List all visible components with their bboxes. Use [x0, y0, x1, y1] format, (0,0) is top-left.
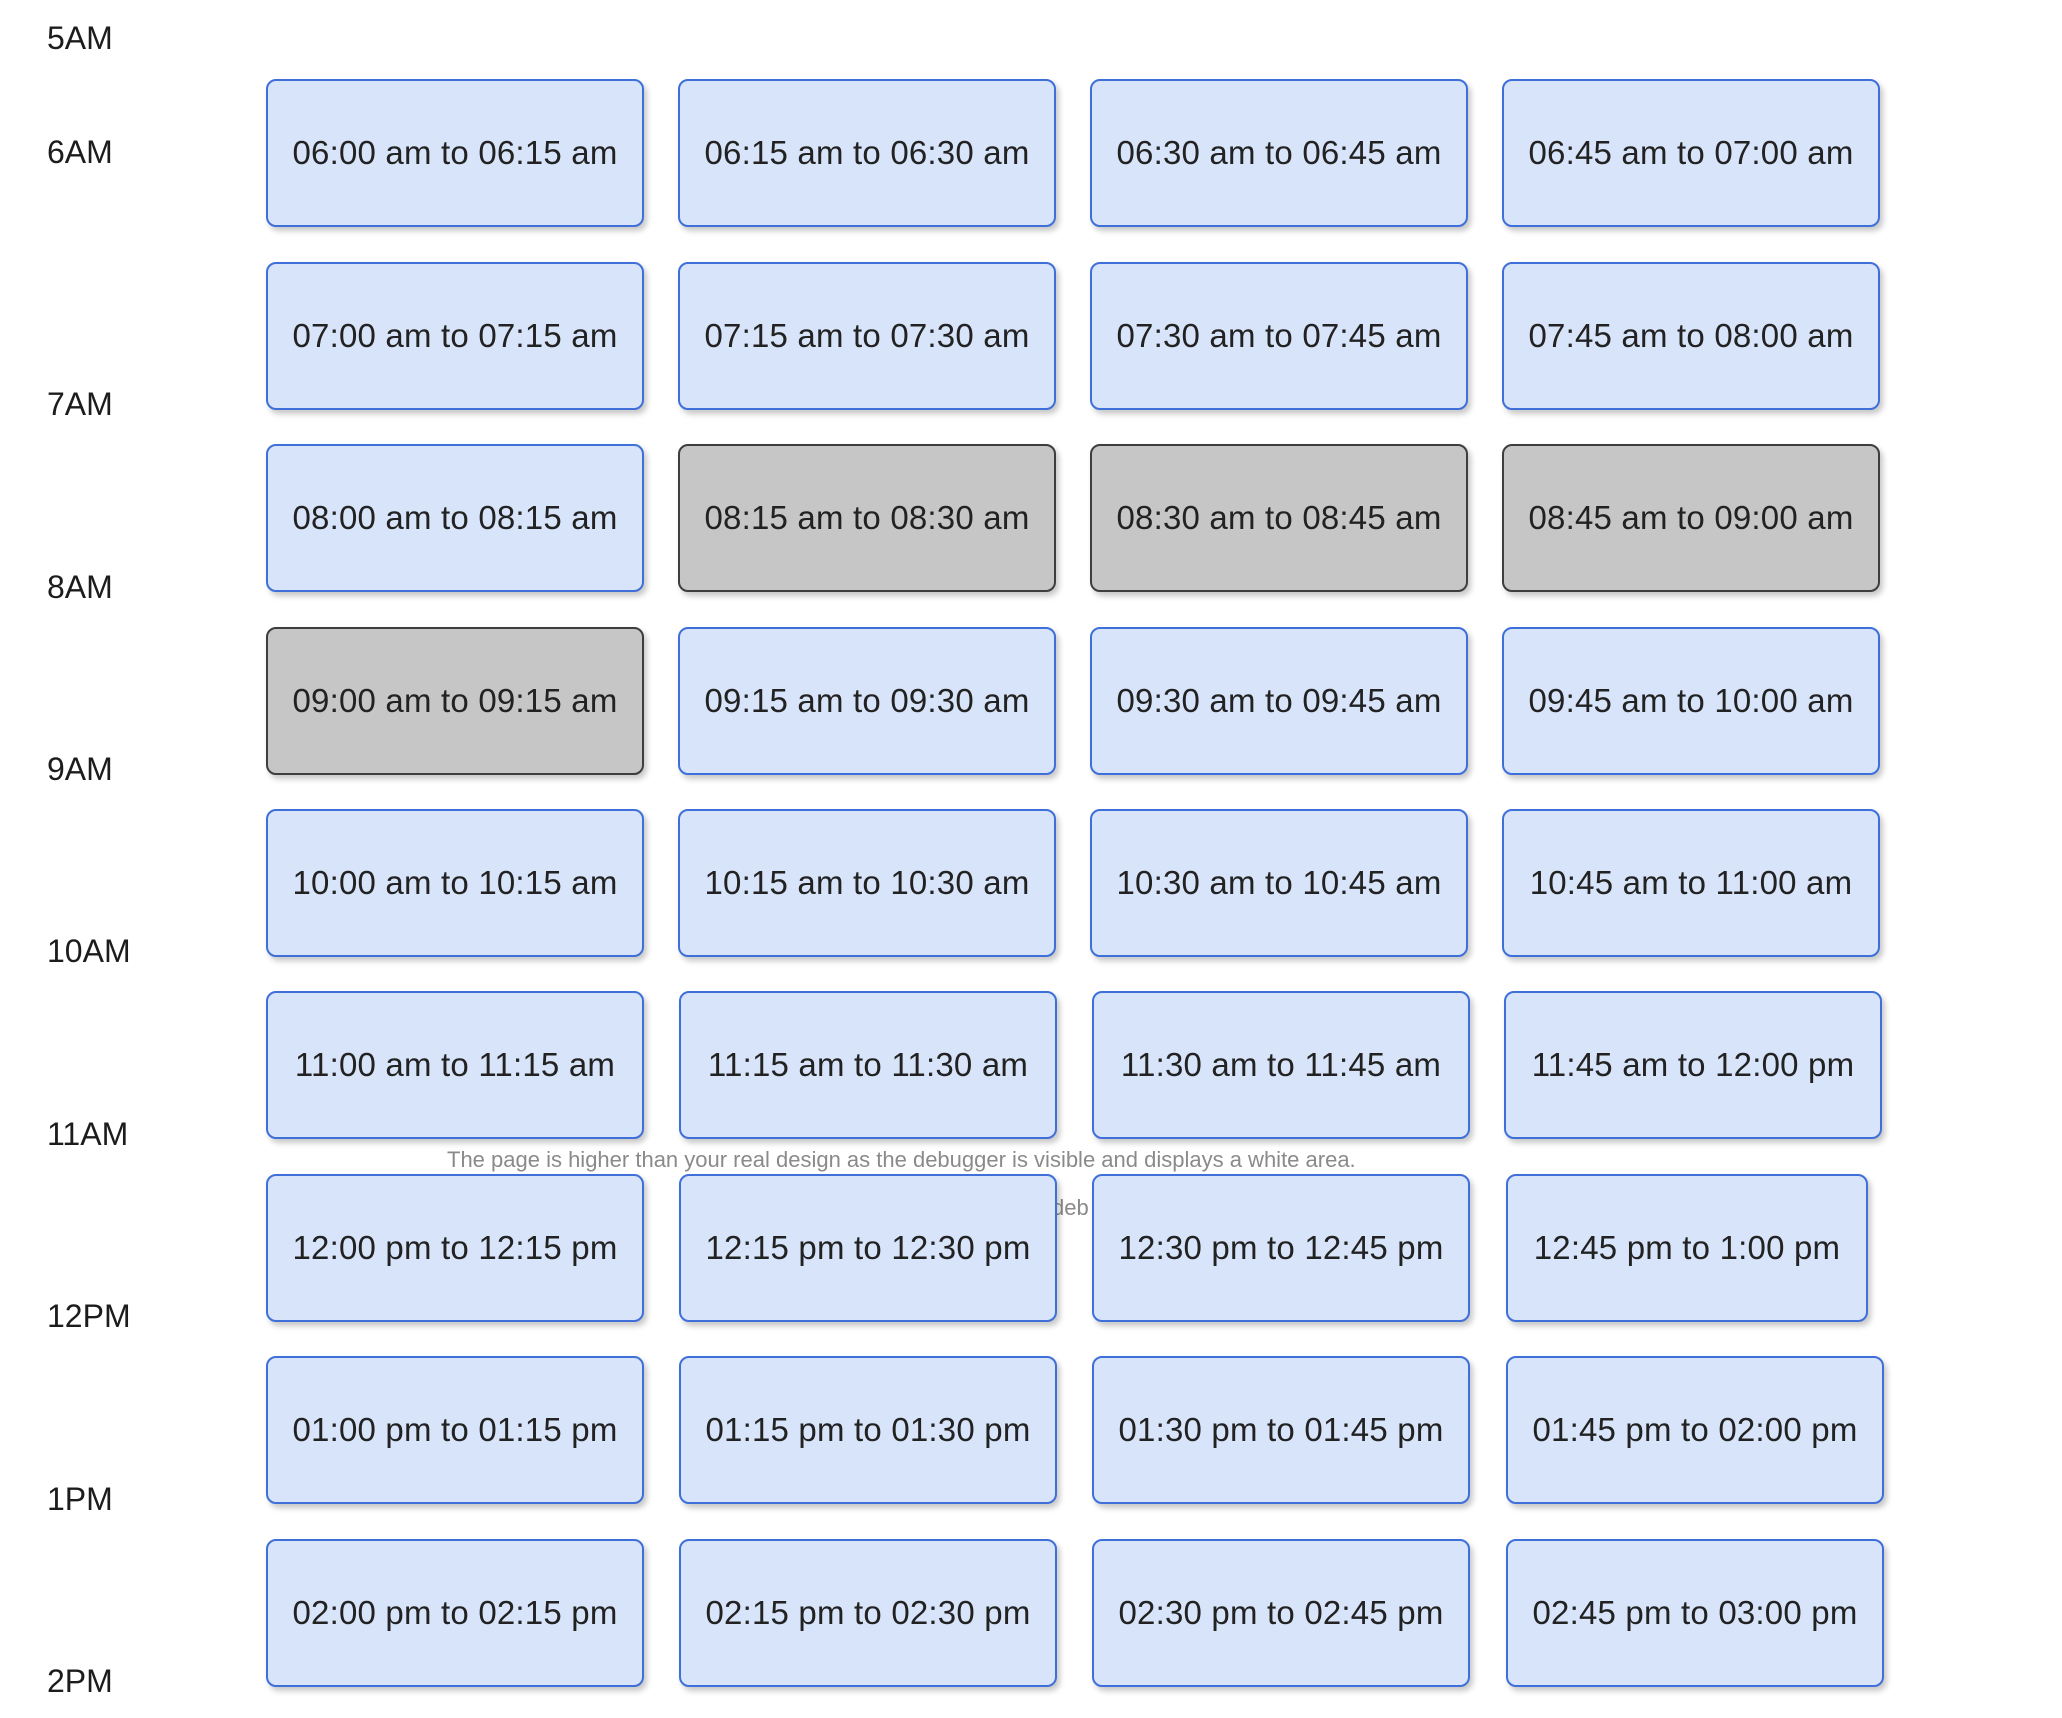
time-slot-1345[interactable]: 01:45 pm to 02:00 pm	[1506, 1356, 1884, 1504]
time-slot-0645[interactable]: 06:45 am to 07:00 am	[1502, 79, 1880, 227]
time-slot-1245[interactable]: 12:45 pm to 1:00 pm	[1506, 1174, 1868, 1322]
time-slot-1400[interactable]: 02:00 pm to 02:15 pm	[266, 1539, 644, 1687]
time-slot-1330[interactable]: 01:30 pm to 01:45 pm	[1092, 1356, 1470, 1504]
time-slot-0815-booked[interactable]: 08:15 am to 08:30 am	[678, 444, 1056, 592]
time-slot-0745[interactable]: 07:45 am to 08:00 am	[1502, 262, 1880, 410]
time-slot-1445[interactable]: 02:45 pm to 03:00 pm	[1506, 1539, 1884, 1687]
time-slot-0900-booked[interactable]: 09:00 am to 09:15 am	[266, 627, 644, 775]
time-slot-1115[interactable]: 11:15 am to 11:30 am	[679, 991, 1057, 1139]
time-slot-0945[interactable]: 09:45 am to 10:00 am	[1502, 627, 1880, 775]
time-slot-1000[interactable]: 10:00 am to 10:15 am	[266, 809, 644, 957]
time-slot-0615[interactable]: 06:15 am to 06:30 am	[678, 79, 1056, 227]
time-slot-0930[interactable]: 09:30 am to 09:45 am	[1090, 627, 1468, 775]
hour-label-2pm: 2PM	[47, 1663, 113, 1699]
time-slot-0700[interactable]: 07:00 am to 07:15 am	[266, 262, 644, 410]
hour-label-11am: 11AM	[47, 1116, 129, 1152]
hour-label-9am: 9AM	[47, 751, 113, 787]
hour-label-10am: 10AM	[47, 933, 131, 969]
time-slot-1045[interactable]: 10:45 am to 11:00 am	[1502, 809, 1880, 957]
time-slot-1315[interactable]: 01:15 pm to 01:30 pm	[679, 1356, 1057, 1504]
debugger-note: The page is higher than your real design…	[447, 1147, 1356, 1172]
time-slot-0830-booked[interactable]: 08:30 am to 08:45 am	[1090, 444, 1468, 592]
hour-label-6am: 6AM	[47, 134, 113, 170]
time-slot-1130[interactable]: 11:30 am to 11:45 am	[1092, 991, 1470, 1139]
time-slot-1430[interactable]: 02:30 pm to 02:45 pm	[1092, 1539, 1470, 1687]
time-slot-1030[interactable]: 10:30 am to 10:45 am	[1090, 809, 1468, 957]
time-slot-1145[interactable]: 11:45 am to 12:00 pm	[1504, 991, 1882, 1139]
hour-label-1pm: 1PM	[47, 1481, 113, 1517]
time-slot-1415[interactable]: 02:15 pm to 02:30 pm	[679, 1539, 1057, 1687]
debugger-note-partial: deb	[1052, 1195, 1089, 1220]
time-slot-0915[interactable]: 09:15 am to 09:30 am	[678, 627, 1056, 775]
time-slot-1230[interactable]: 12:30 pm to 12:45 pm	[1092, 1174, 1470, 1322]
time-slot-0800[interactable]: 08:00 am to 08:15 am	[266, 444, 644, 592]
time-slot-1100[interactable]: 11:00 am to 11:15 am	[266, 991, 644, 1139]
time-slot-1300[interactable]: 01:00 pm to 01:15 pm	[266, 1356, 644, 1504]
time-slot-1215[interactable]: 12:15 pm to 12:30 pm	[679, 1174, 1057, 1322]
time-slot-0730[interactable]: 07:30 am to 07:45 am	[1090, 262, 1468, 410]
time-slot-0630[interactable]: 06:30 am to 06:45 am	[1090, 79, 1468, 227]
time-slot-0845-booked[interactable]: 08:45 am to 09:00 am	[1502, 444, 1880, 592]
hour-label-8am: 8AM	[47, 569, 113, 605]
hour-label-12pm: 12PM	[47, 1298, 131, 1334]
hour-label-7am: 7AM	[47, 386, 113, 422]
time-slot-0715[interactable]: 07:15 am to 07:30 am	[678, 262, 1056, 410]
hour-label-5am: 5AM	[47, 20, 113, 56]
time-slot-1015[interactable]: 10:15 am to 10:30 am	[678, 809, 1056, 957]
time-slot-0600[interactable]: 06:00 am to 06:15 am	[266, 79, 644, 227]
time-slot-1200[interactable]: 12:00 pm to 12:15 pm	[266, 1174, 644, 1322]
